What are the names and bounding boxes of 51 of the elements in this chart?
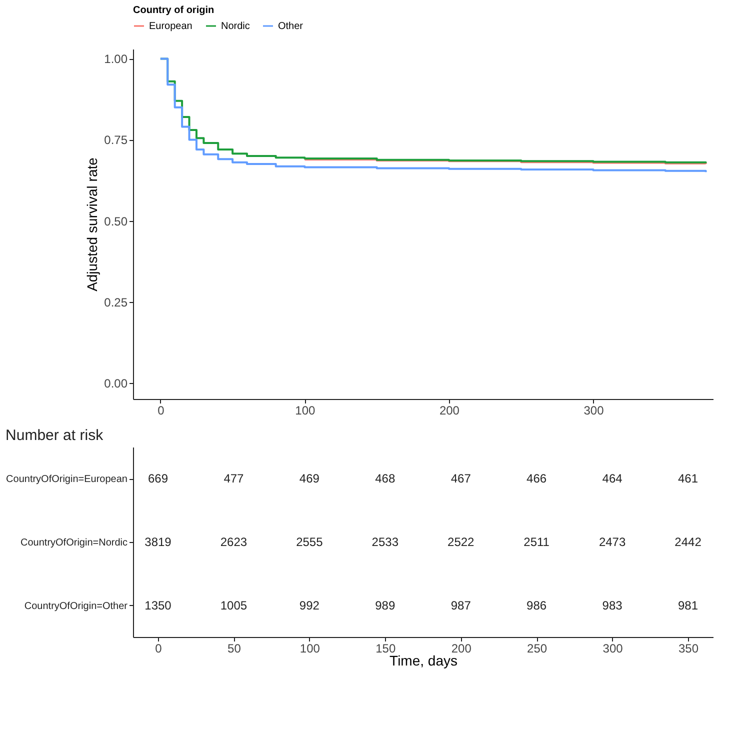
x-tick-label: 250 <box>527 642 548 656</box>
x-tick-label: 0 <box>155 642 162 656</box>
data-label: 464 <box>602 472 623 486</box>
y-tick-label: 1.00 <box>104 52 128 66</box>
y-tick-label: 0.25 <box>104 295 128 310</box>
data-label: 2511 <box>524 535 550 549</box>
data-label: 983 <box>602 598 623 612</box>
data-label: 986 <box>526 598 547 612</box>
legend-label: Other <box>278 21 304 32</box>
data-label: 1350 <box>144 598 172 612</box>
y-tick-label: 0.50 <box>104 214 128 228</box>
data-label: 989 <box>375 598 396 612</box>
x-tick-label: 300 <box>602 642 624 656</box>
data-label: 468 <box>375 472 396 486</box>
legend-label: Nordic <box>221 21 250 32</box>
data-label: 1005 <box>220 598 248 612</box>
data-label: 981 <box>678 598 698 612</box>
data-label: 669 <box>148 472 168 486</box>
data-label: 992 <box>299 598 320 612</box>
data-label: 2473 <box>598 535 626 549</box>
x-tick-label: 200 <box>439 404 460 418</box>
data-label: 461 <box>678 472 698 486</box>
data-label: 2623 <box>220 535 248 549</box>
legend-label: European <box>149 21 192 32</box>
x-tick-label: 350 <box>678 642 699 656</box>
y-tick-label: CountryOfOrigin=Other <box>24 600 128 612</box>
data-label: 469 <box>299 472 320 486</box>
data-label: 2522 <box>448 535 475 549</box>
data-label: 2533 <box>372 535 399 549</box>
data-label: 467 <box>450 472 472 486</box>
x-tick-label: 200 <box>451 642 472 656</box>
data-label: 987 <box>450 598 472 612</box>
x-tick-label: 150 <box>376 642 396 656</box>
x-tick-label: 50 <box>228 642 242 656</box>
data-label: 466 <box>526 472 547 486</box>
data-label: 3819 <box>144 535 172 549</box>
x-tick-label: 100 <box>295 404 316 418</box>
x-tick-label: 300 <box>584 404 604 418</box>
y-tick-label: 0.75 <box>104 133 128 148</box>
x-tick-label: 0 <box>158 404 165 418</box>
legend-title: Country of origin <box>133 5 214 16</box>
data-label: 2442 <box>674 535 702 549</box>
y-tick-label: 0.00 <box>104 376 128 390</box>
chart-title: Number at risk <box>6 427 104 444</box>
y-tick-label: CountryOfOrigin=European <box>6 474 128 486</box>
x-tick-label: 100 <box>300 642 320 656</box>
x-axis-title: Time, days <box>390 652 458 668</box>
y-axis-title: Adjusted survival rate <box>84 157 100 292</box>
data-label: 477 <box>224 472 244 486</box>
y-tick-label: CountryOfOrigin=Nordic <box>20 538 128 548</box>
data-label: 2555 <box>296 535 324 549</box>
